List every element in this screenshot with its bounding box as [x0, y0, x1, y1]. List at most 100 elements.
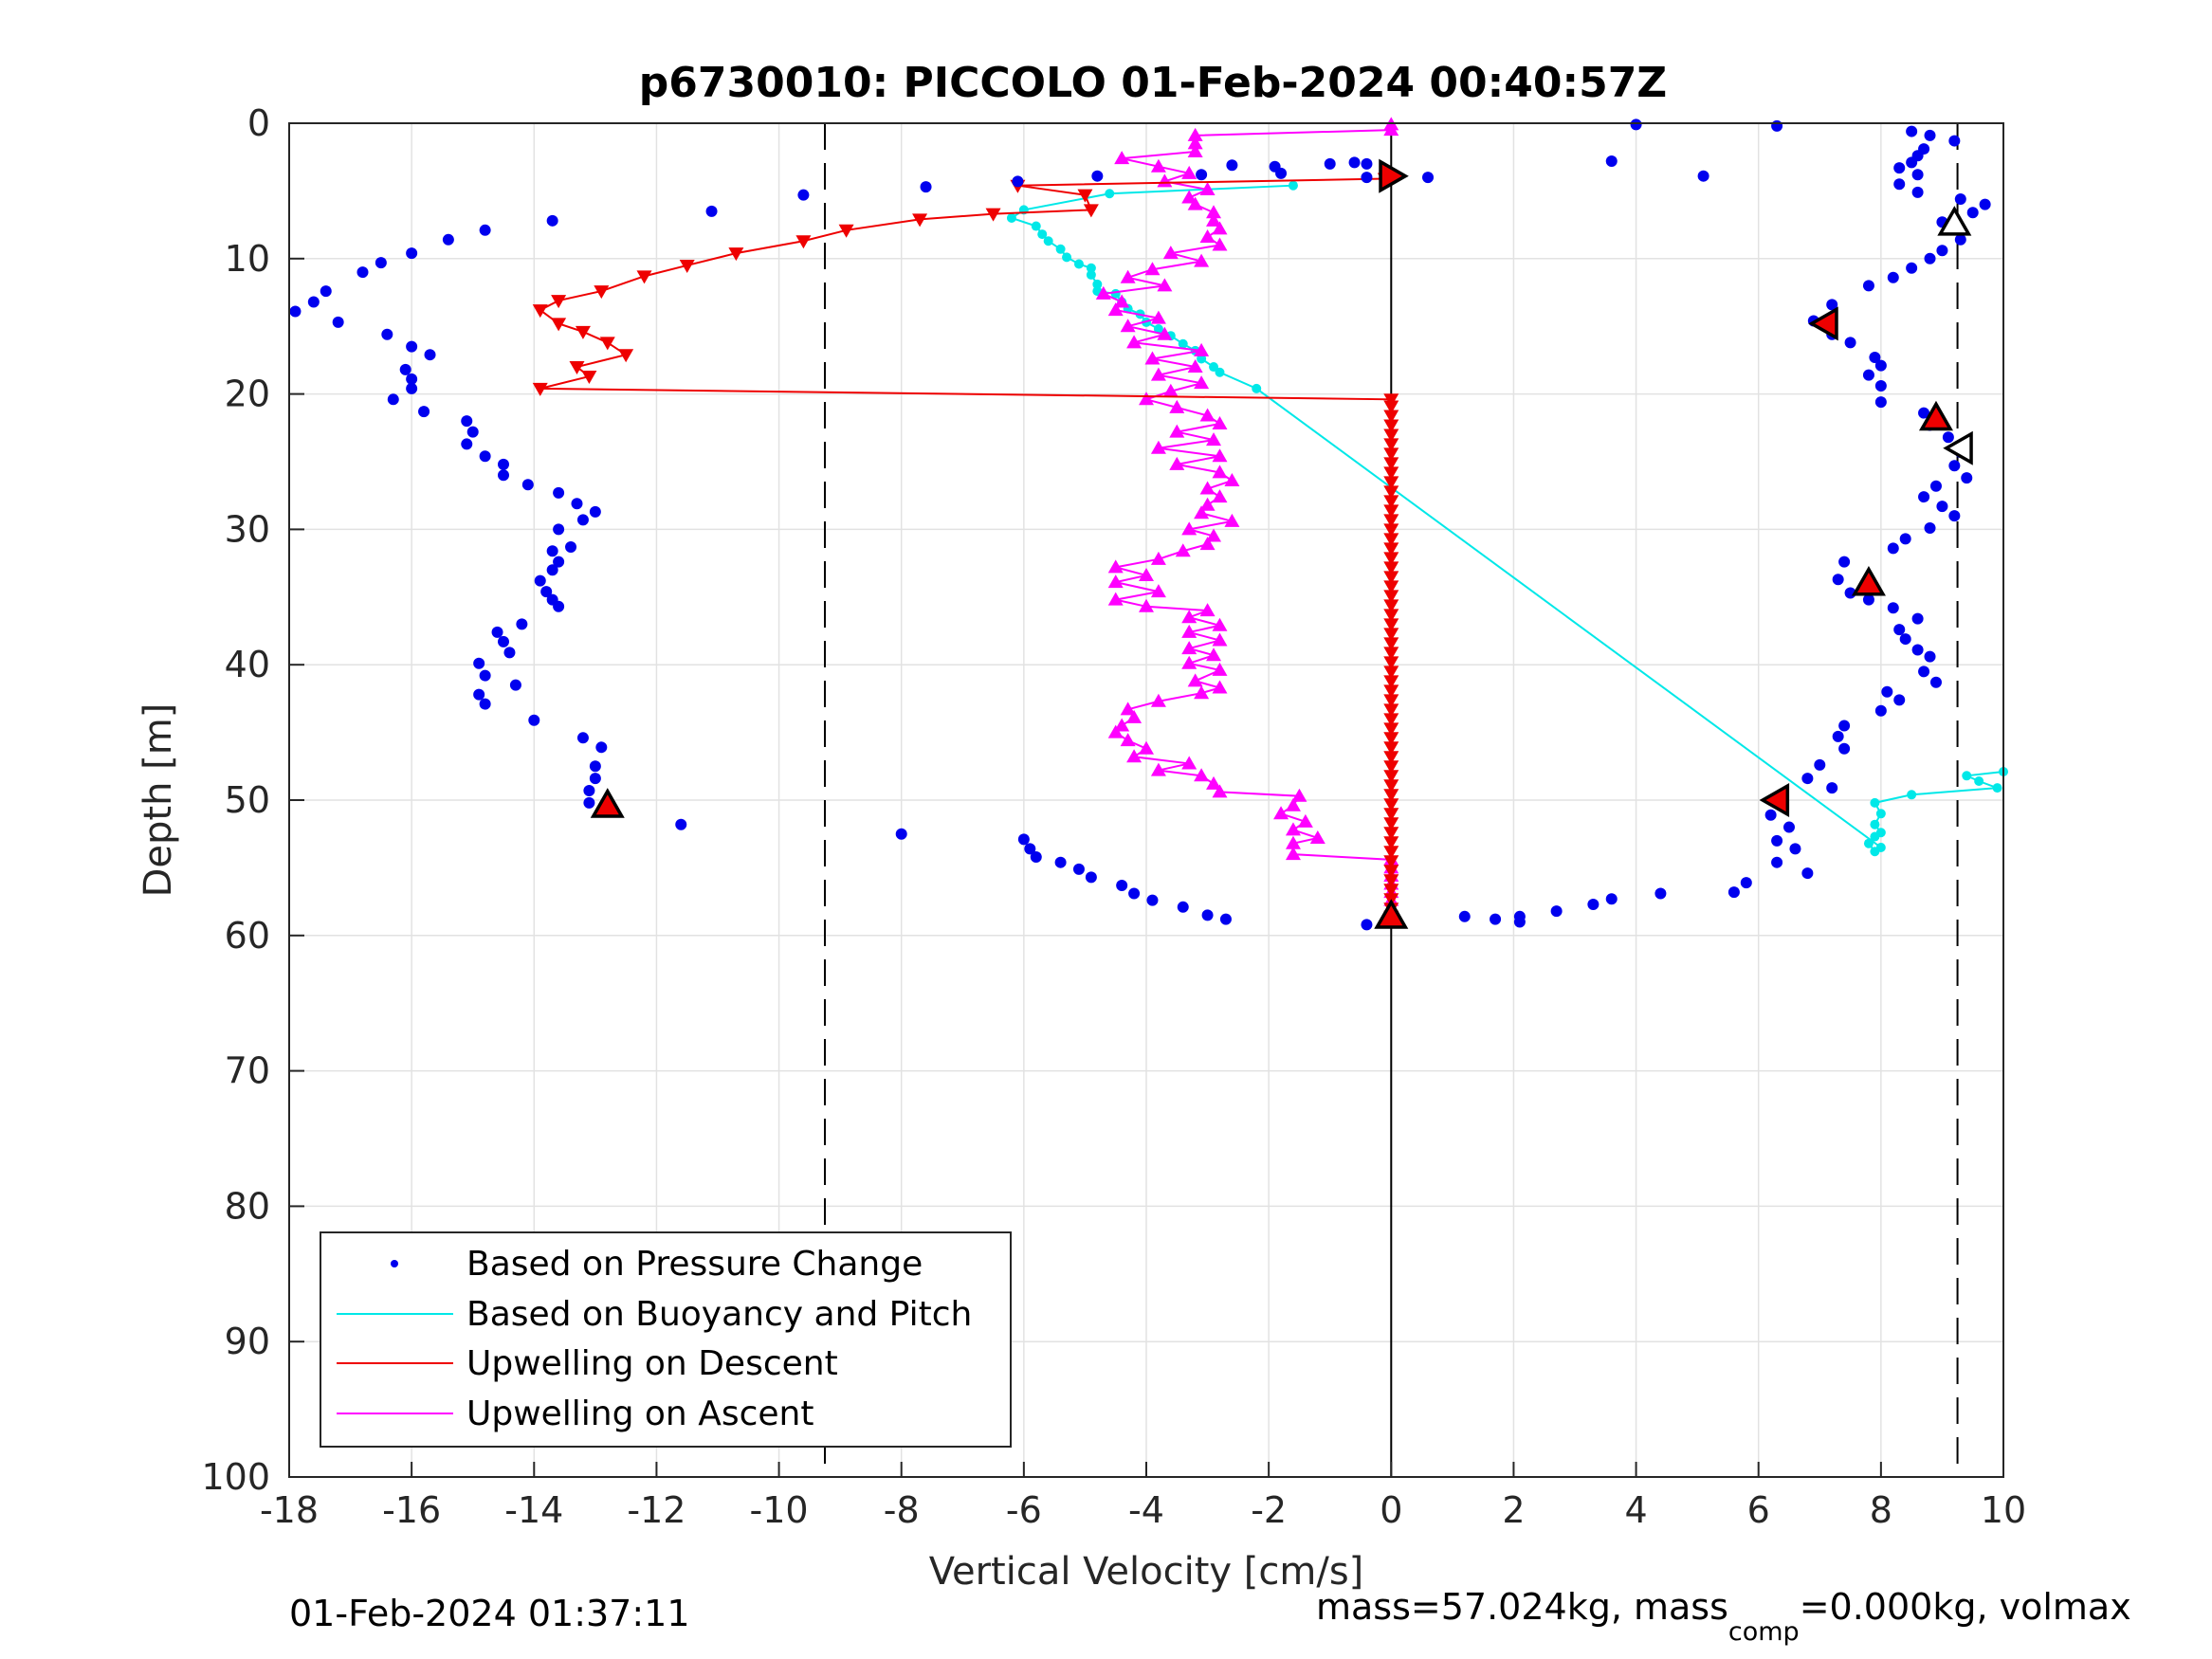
- series-layer: [289, 117, 2008, 931]
- buoyancy-point: [1870, 797, 1880, 808]
- footer-mass-text: mass=57.024kg, mass: [1316, 1586, 1728, 1628]
- pressure-point: [1801, 867, 1814, 880]
- ascent-point: [1206, 432, 1222, 447]
- descent-point: [1383, 798, 1399, 812]
- descent-point: [1383, 770, 1399, 784]
- pressure-point: [406, 340, 418, 353]
- descent-point: [1383, 665, 1399, 680]
- pressure-point: [1862, 369, 1874, 381]
- y-tick-label: 80: [225, 1185, 270, 1227]
- buoyancy-point: [1252, 383, 1262, 393]
- pressure-point: [675, 818, 687, 830]
- descent-point: [532, 304, 548, 319]
- ascent-point: [1199, 537, 1216, 551]
- pressure-point: [1948, 135, 1961, 147]
- ascent-point: [1107, 574, 1124, 589]
- footer-timestamp: 01-Feb-2024 01:37:11: [289, 1593, 690, 1634]
- y-tick-label: 90: [225, 1321, 270, 1362]
- pressure-point: [498, 469, 509, 482]
- ascent-point: [1150, 367, 1166, 381]
- pressure-point: [1887, 542, 1899, 555]
- ascent-point: [1126, 709, 1143, 723]
- ascent-point: [1120, 319, 1136, 333]
- pressure-point: [1348, 156, 1361, 169]
- pressure-point: [1924, 521, 1936, 534]
- pressure-point: [1490, 913, 1502, 925]
- x-tick-label: 4: [1624, 1489, 1647, 1531]
- descent-point: [1383, 722, 1399, 737]
- descent-point: [569, 361, 585, 375]
- descent-point: [1383, 504, 1399, 519]
- pressure-point: [1924, 252, 1936, 264]
- ascent-point: [1199, 181, 1216, 195]
- descent-point: [1383, 410, 1399, 424]
- descent-point: [1383, 827, 1399, 841]
- highlight-marker: [1759, 782, 1790, 818]
- descent-point: [599, 337, 615, 351]
- ascent-point: [1181, 610, 1197, 624]
- pressure-point: [705, 205, 718, 217]
- pressure-point: [1954, 233, 1966, 246]
- pressure-point: [406, 382, 418, 394]
- pressure-point: [1961, 472, 1973, 484]
- highlight-marker: [590, 788, 625, 818]
- pressure-point: [1361, 919, 1373, 931]
- descent-point: [1083, 204, 1099, 218]
- highlight-marker: [1374, 899, 1409, 929]
- descent-point: [838, 224, 854, 238]
- pressure-point: [1929, 676, 1942, 688]
- pressure-point: [1924, 650, 1936, 663]
- pressure-point: [406, 247, 418, 260]
- highlight-marker: [1943, 430, 1973, 465]
- pressure-point: [320, 285, 332, 298]
- ascent-point: [1150, 693, 1166, 707]
- pressure-point: [1899, 633, 1911, 646]
- pressure-point: [1862, 280, 1874, 292]
- ascent-point: [1169, 399, 1185, 413]
- ascent-point: [1273, 806, 1289, 820]
- pressure-point: [1918, 665, 1930, 678]
- pressure-point: [1697, 170, 1709, 182]
- pressure-point: [1196, 169, 1208, 181]
- pressure-point: [1893, 694, 1906, 706]
- pressure-point: [1948, 510, 1961, 522]
- descent-point: [1383, 874, 1399, 888]
- pressure-point: [466, 426, 479, 438]
- buoyancy-point: [1073, 259, 1084, 269]
- ascent-point: [1095, 285, 1111, 300]
- pressure-point: [1605, 155, 1618, 167]
- pressure-point: [424, 349, 436, 361]
- ascent-point: [1150, 584, 1166, 598]
- ascent-point: [1126, 749, 1143, 763]
- descent-point: [1383, 779, 1399, 793]
- ascent-point: [1285, 822, 1301, 836]
- pressure-point: [540, 586, 553, 598]
- ascent-point: [1150, 762, 1166, 776]
- pressure-point: [1887, 271, 1899, 283]
- ascent-point: [1212, 784, 1228, 798]
- pressure-point: [1146, 894, 1159, 906]
- pressure-point: [1874, 704, 1887, 717]
- pressure-point: [1869, 352, 1881, 364]
- ascent-point: [1150, 310, 1166, 324]
- pressure-point: [1740, 877, 1752, 889]
- pressure-point: [516, 618, 528, 630]
- descent-point: [1383, 741, 1399, 756]
- pressure-point: [1085, 871, 1097, 884]
- pressure-point: [498, 635, 509, 647]
- pressure-point: [356, 266, 369, 279]
- pressure-point: [1906, 156, 1918, 169]
- legend-box: [320, 1231, 1012, 1448]
- descent-point: [1077, 189, 1093, 203]
- pressure-point: [1911, 644, 1924, 656]
- pressure-point: [1054, 856, 1067, 868]
- ascent-point: [1107, 724, 1124, 738]
- pressure-point: [1936, 501, 1948, 513]
- buoyancy-point: [1209, 362, 1219, 373]
- buoyancy-point: [1178, 338, 1188, 349]
- descent-point: [1383, 571, 1399, 585]
- y-axis-label: Depth [m]: [137, 703, 180, 898]
- ascent-point: [1212, 632, 1228, 647]
- pressure-point: [461, 438, 473, 450]
- ascent-point: [1107, 592, 1124, 606]
